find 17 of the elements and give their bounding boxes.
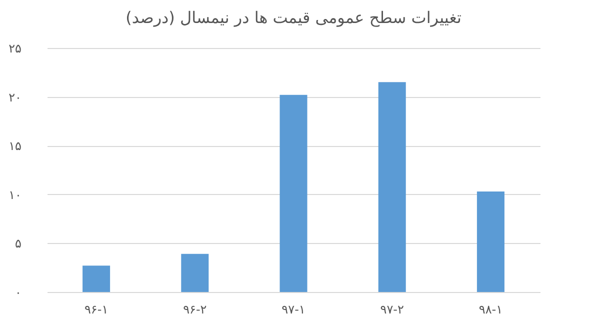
x-tick-label: ۹۸-۱ xyxy=(478,302,503,316)
x-tick-label: ۹۷-۲ xyxy=(380,302,404,316)
bar xyxy=(181,254,209,292)
x-tick-label: ۹۶-۲ xyxy=(183,302,207,316)
x-tick-label: ۹۷-۱ xyxy=(282,302,306,316)
y-tick-label: ۱۵ xyxy=(8,139,22,154)
bar xyxy=(82,266,110,292)
chart-title: تغییرات سطح عمومی قیمت ها در نیمسال (درصد) xyxy=(126,8,462,27)
bar xyxy=(280,94,308,292)
bar xyxy=(378,82,406,292)
y-tick-label: ۱۰ xyxy=(8,188,22,202)
bar xyxy=(476,191,504,292)
y-tick-label: ۵ xyxy=(15,236,22,251)
x-tick-label: ۹۶-۱ xyxy=(84,302,108,316)
y-tick-label: ۲۵ xyxy=(8,42,22,56)
y-tick-label: ۲۰ xyxy=(8,90,22,104)
y-tick-label: ۰ xyxy=(15,286,22,300)
